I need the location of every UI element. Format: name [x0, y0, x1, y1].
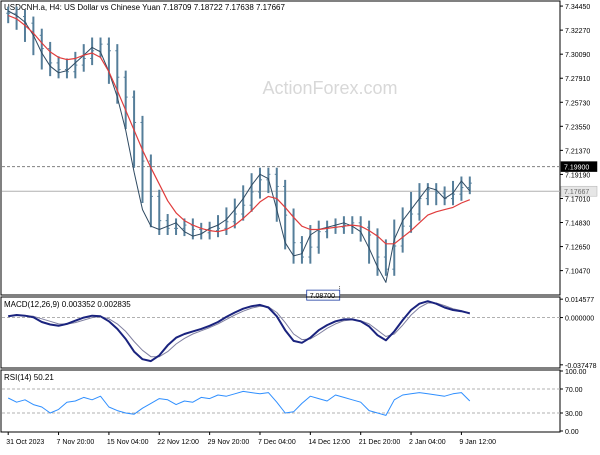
price-tick-label: 7.21370 — [565, 148, 590, 155]
x-tick-label: 7 Dec 04:00 — [258, 439, 296, 446]
macd-tick-label: -0.037478 — [565, 363, 597, 370]
rsi-title: RSI(14) 50.21 — [4, 373, 54, 382]
price-level-box — [560, 185, 598, 197]
price-level-label: 7.19900 — [564, 165, 589, 172]
macd-tick-label: 0.014577 — [565, 297, 594, 304]
moving-average-line — [7, 14, 471, 245]
price-tick-label: 7.12650 — [565, 245, 590, 252]
price-tick-label: 7.32270 — [565, 28, 590, 35]
price-tick-label: 7.30090 — [565, 52, 590, 59]
rsi-tick-label: 100.00 — [565, 369, 587, 376]
price-tick-label: 7.23550 — [565, 124, 590, 131]
x-tick-label: 15 Nov 04:00 — [107, 439, 149, 446]
rsi-levels — [2, 388, 560, 414]
macd-title: MACD(12,26,9) 0.003352 0.002835 — [4, 300, 131, 309]
price-reference-lines — [2, 166, 560, 192]
price-level-label: 7.17667 — [564, 189, 589, 196]
price-panel-frame — [0, 0, 561, 296]
macd-signal-line — [8, 302, 470, 358]
macd-lines — [8, 300, 471, 363]
rsi-lines — [7, 390, 471, 416]
price-bars — [6, 6, 472, 276]
price-annotations: 7.08700 — [306, 286, 341, 301]
rsi-tick-label: 0.00 — [565, 429, 579, 436]
macd-y-axis: 0.014577 0.000000 -0.037478 — [560, 297, 597, 370]
price-tick-label: 7.19190 — [565, 172, 590, 179]
x-tick-label: 21 Dec 20:00 — [359, 439, 401, 446]
low-marker-box — [306, 289, 341, 301]
x-tick-label: 31 Oct 2023 — [6, 439, 44, 446]
x-axis: 31 Oct 2023 7 Nov 20:00 15 Nov 04:00 22 Nov… — [6, 432, 496, 446]
price-y-axis: 7.34450 7.32270 7.30090 7.27910 7.25730 7.235… — [560, 4, 598, 276]
x-tick-label: 9 Jan 12:00 — [459, 439, 496, 446]
price-tick-label: 7.17010 — [565, 196, 590, 203]
x-tick-label: 14 Dec 12:00 — [308, 439, 350, 446]
rsi-tick-label: 30.00 — [565, 411, 583, 418]
x-tick-label: 22 Nov 12:00 — [157, 439, 199, 446]
price-tick-label: 7.14830 — [565, 221, 590, 228]
macd-tick-label: 0.000000 — [565, 316, 594, 323]
price-watermark: ActionForex.com — [262, 78, 397, 98]
macd-line — [8, 300, 471, 363]
price-close-line — [7, 10, 471, 283]
price-panel: ActionForex.com USDCNH.a, H4: US Dollar … — [0, 0, 598, 301]
price-level-box — [560, 161, 598, 172]
rsi-line — [7, 390, 471, 416]
rsi-panel-frame — [0, 369, 561, 433]
price-tick-label: 7.25730 — [565, 100, 590, 107]
x-tick-label: 29 Nov 20:00 — [208, 439, 250, 446]
price-lines — [7, 10, 471, 283]
rsi-tick-label: 70.00 — [565, 387, 583, 394]
price-tick-label: 7.27910 — [565, 76, 590, 83]
rsi-panel: RSI(14) 50.21 100.00 70.00 30.00 0.00 — [0, 369, 587, 436]
price-title: USDCNH.a, H4: US Dollar vs Chinese Yuan … — [4, 3, 285, 12]
price-tick-label: 7.34450 — [565, 4, 590, 11]
rsi-y-axis: 100.00 70.00 30.00 0.00 — [560, 369, 587, 436]
macd-panel: MACD(12,26,9) 0.003352 0.002835 0.014577… — [0, 296, 597, 370]
x-tick-label: 7 Nov 20:00 — [57, 439, 95, 446]
x-tick-label: 2 Jan 04:00 — [409, 439, 446, 446]
macd-panel-frame — [0, 296, 561, 369]
price-tick-label: 7.10470 — [565, 269, 590, 276]
